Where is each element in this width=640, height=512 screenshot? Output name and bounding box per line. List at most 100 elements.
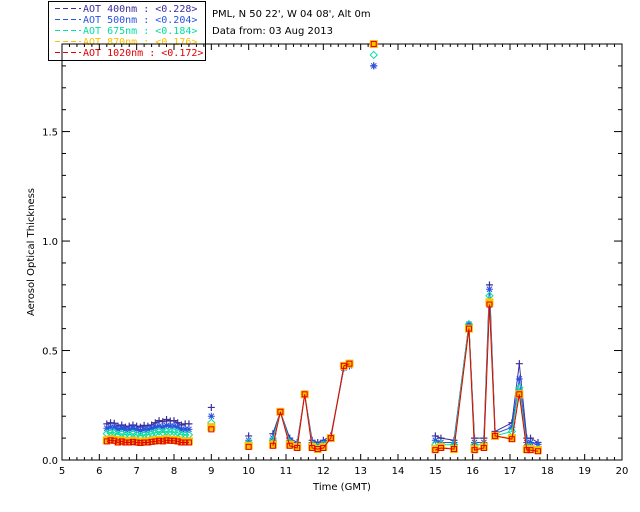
x-tick-label: 7	[133, 466, 139, 477]
data-point	[151, 428, 160, 437]
series-line	[272, 365, 350, 444]
data-point	[121, 430, 130, 440]
data-point	[102, 429, 112, 438]
data-point	[471, 447, 478, 454]
x-tick-label: 10	[242, 466, 255, 477]
data-point	[181, 437, 190, 446]
legend-label-870: AOT 870nm : <0.176>	[83, 37, 197, 47]
data-point	[285, 438, 294, 447]
data-point	[121, 425, 129, 433]
data-point	[139, 430, 149, 440]
legend-row-870: AOT 870nm : <0.176>	[53, 36, 203, 47]
data-point	[245, 432, 253, 440]
data-point	[106, 428, 115, 437]
data-point	[269, 434, 277, 442]
series-line	[435, 289, 539, 446]
legend-label-1020: AOT 1020nm : <0.172>	[83, 48, 203, 58]
data-point	[471, 434, 479, 442]
data-point	[301, 391, 308, 398]
data-point	[151, 419, 159, 427]
data-point	[479, 440, 489, 449]
data-point	[431, 432, 439, 440]
x-tick-label: 6	[96, 466, 102, 477]
data-point	[136, 423, 144, 431]
data-point	[470, 440, 479, 449]
series-aot-675nm	[102, 50, 543, 454]
data-point	[118, 424, 126, 432]
data-point	[491, 428, 499, 436]
data-point	[177, 430, 186, 440]
data-point	[143, 437, 152, 446]
data-point	[178, 439, 185, 446]
data-point	[102, 436, 111, 445]
data-point	[163, 421, 171, 429]
data-point	[162, 427, 171, 436]
data-point	[129, 421, 137, 429]
data-point	[449, 440, 459, 449]
data-point	[491, 430, 499, 438]
data-point	[156, 437, 163, 444]
data-point	[436, 440, 446, 449]
data-point	[293, 442, 302, 451]
data-point	[508, 423, 516, 431]
data-point	[122, 439, 129, 446]
data-point	[508, 419, 516, 427]
data-point	[162, 435, 171, 444]
station-date: Data from: 03 Aug 2013	[212, 26, 333, 37]
data-point	[276, 407, 285, 417]
data-point	[507, 427, 517, 436]
data-point	[301, 390, 309, 398]
series-line	[106, 430, 189, 437]
data-point	[450, 436, 458, 444]
series-line	[272, 363, 350, 448]
data-point	[132, 430, 141, 440]
x-tick-label: 5	[59, 466, 65, 477]
data-point	[174, 423, 182, 431]
data-point	[170, 422, 178, 430]
data-point	[527, 438, 535, 446]
data-point	[173, 428, 182, 437]
data-point	[158, 428, 168, 437]
series-line	[106, 438, 189, 443]
data-point	[437, 434, 445, 442]
data-point	[107, 419, 115, 427]
series-line	[106, 439, 189, 444]
data-point	[166, 417, 174, 425]
x-tick-label: 13	[354, 466, 367, 477]
data-point	[155, 422, 163, 430]
data-point	[144, 439, 151, 446]
data-point	[470, 445, 479, 454]
x-tick-label: 20	[616, 466, 629, 477]
series-aot-870nm	[102, 40, 542, 455]
data-point	[185, 425, 193, 433]
data-point	[345, 362, 353, 370]
data-point	[369, 50, 378, 60]
data-point	[431, 436, 439, 444]
data-point	[294, 444, 301, 451]
data-point	[126, 439, 133, 446]
data-point	[143, 430, 153, 440]
data-point	[124, 430, 134, 440]
data-point	[121, 437, 130, 446]
data-point	[133, 422, 141, 430]
legend-row-1020: AOT 1020nm : <0.172>	[53, 47, 203, 58]
data-point	[177, 425, 185, 433]
y-tick-label: 1.5	[42, 128, 58, 139]
data-point	[308, 436, 316, 444]
data-point	[437, 444, 444, 451]
data-point	[345, 359, 354, 368]
data-point	[171, 437, 177, 444]
data-point	[110, 435, 119, 444]
data-point	[516, 391, 523, 398]
data-point	[166, 435, 175, 444]
data-point	[174, 419, 182, 427]
data-point	[307, 440, 317, 449]
data-point	[144, 425, 152, 433]
data-point	[491, 431, 500, 440]
data-point	[133, 425, 141, 433]
data-point	[464, 324, 473, 333]
data-point	[319, 436, 327, 444]
x-tick-label: 8	[171, 466, 177, 477]
x-tick-label: 15	[429, 466, 442, 477]
data-point	[158, 436, 167, 445]
